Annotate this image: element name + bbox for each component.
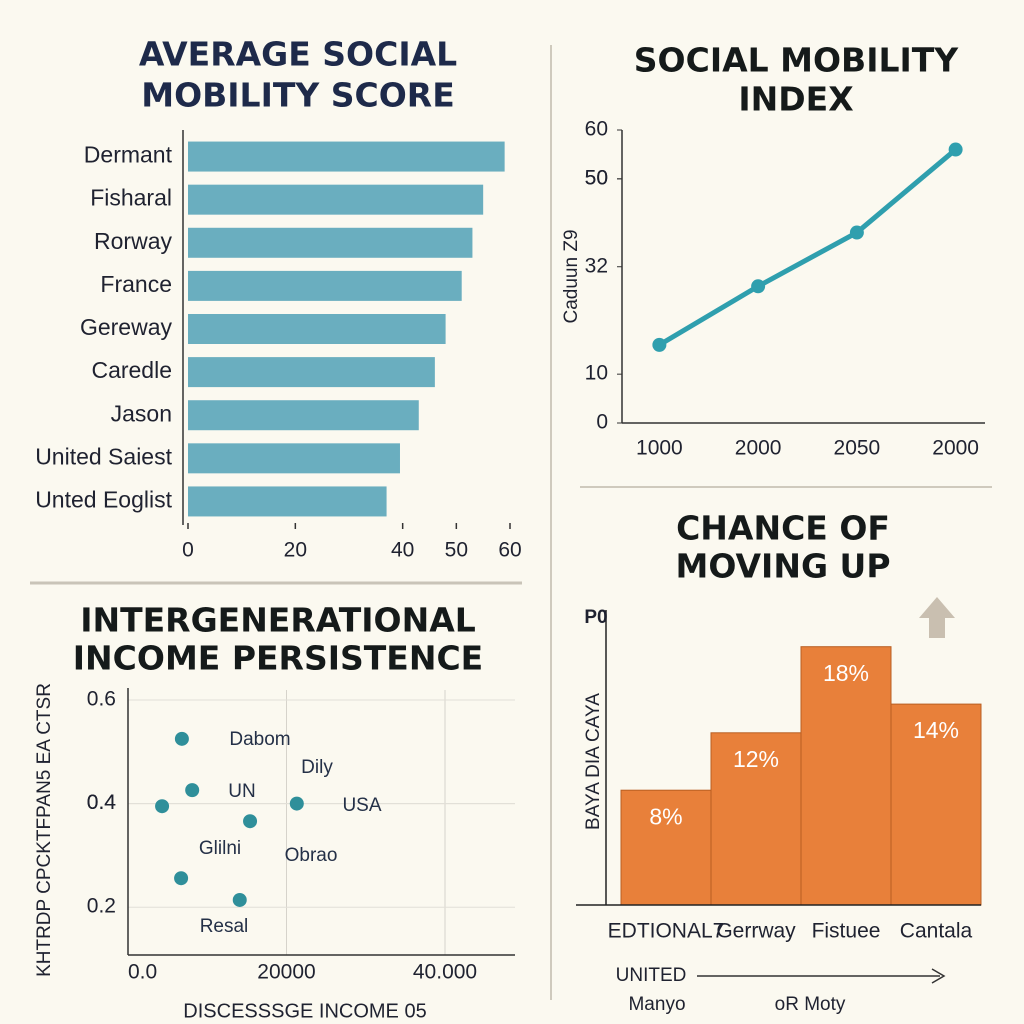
x-tick-label: 40.000	[413, 961, 477, 984]
x-tick-label: 50	[445, 539, 468, 562]
bar	[890, 703, 982, 906]
chart-title: AVERAGE SOCIAL	[139, 35, 457, 74]
y-top-label: P0	[584, 607, 607, 628]
chart-title: CHANCE OF	[676, 509, 890, 548]
category-label: Fistuee	[812, 920, 881, 943]
y-tick-label: 0.4	[87, 791, 117, 814]
y-axis-label: KHTRDP CPCKTFPAN5 EA CTSR	[34, 683, 55, 977]
annotation: UNITED	[616, 965, 687, 986]
y-tick-label: 0.2	[87, 895, 116, 918]
annotation: Glilni	[199, 838, 241, 859]
y-tick-label: 50	[585, 166, 608, 189]
chart-title: INDEX	[738, 80, 853, 119]
annotation: Resal	[200, 916, 249, 937]
bar	[710, 732, 802, 906]
y-tick-label: 0.4	[87, 791, 117, 814]
annotation: oR Moty	[775, 994, 846, 1015]
category-label: Fisharal	[90, 185, 172, 211]
point	[751, 279, 766, 294]
x-tick-label: 2000	[735, 437, 782, 460]
category-label: Gerrway	[716, 920, 796, 943]
bar	[188, 486, 387, 517]
category-label: Unted Eoglist	[35, 487, 172, 513]
line	[656, 147, 959, 348]
category-label: France	[100, 271, 172, 297]
y-axis-label: Caduun Z9	[561, 229, 582, 323]
category-label: Jason	[111, 400, 172, 426]
category-label: Dermant	[84, 142, 173, 168]
y-tick-label: 0	[596, 411, 608, 434]
chart-title: MOBILITY SCORE	[141, 76, 455, 115]
chart-title: INTERGENERATIONAL	[80, 601, 476, 640]
point	[174, 731, 189, 746]
x-tick-label: 60	[498, 539, 521, 562]
bar	[188, 357, 435, 388]
annotation: UN	[228, 781, 255, 802]
annotation: Dabom	[229, 729, 290, 750]
point	[174, 871, 189, 886]
bar	[188, 400, 419, 431]
chart-title: SOCIAL MOBILITY	[634, 41, 960, 80]
y-tick-label: 0.6	[87, 688, 116, 711]
arrow-head	[931, 968, 946, 984]
category-label: EDTIONAL7	[608, 920, 725, 943]
annotation: Dily	[301, 757, 333, 778]
y-tick-label: 32	[585, 254, 608, 277]
annotation: Obrao	[285, 845, 338, 866]
x-tick-label: 1000	[636, 437, 683, 460]
value-label: 8%	[649, 803, 682, 829]
x-tick-label: 40	[391, 539, 414, 562]
category-label: Rorway	[94, 228, 172, 254]
x-tick-label: 0	[182, 539, 194, 562]
x-axis-label: DISCESSSGE INCOME 05	[183, 1000, 426, 1022]
y-tick-label: 50	[585, 166, 608, 189]
bar	[188, 443, 400, 474]
bar	[188, 270, 462, 301]
value-label: 18%	[823, 660, 869, 686]
category-label: Cantala	[900, 920, 973, 943]
x-tick-label: 20	[284, 539, 307, 562]
x-tick-label: 2000	[932, 437, 979, 460]
bar	[188, 314, 446, 344]
point	[243, 814, 258, 829]
chart-title: MOVING UP	[676, 547, 891, 586]
point	[155, 799, 170, 814]
x-tick-label: 20000	[257, 961, 315, 984]
category-label: Gereway	[80, 314, 173, 340]
point	[185, 783, 200, 798]
bar	[188, 227, 473, 258]
annotation: Manyo	[628, 994, 685, 1015]
category-label: Caredle	[91, 357, 172, 383]
y-tick-label: 60	[585, 118, 608, 141]
point	[289, 796, 304, 811]
bar	[188, 184, 484, 215]
category-label: United Saiest	[35, 443, 172, 469]
point	[849, 225, 864, 240]
y-axis-label: BAYA DIA CAYA	[583, 693, 604, 830]
value-label: 14%	[913, 717, 959, 743]
up-arrow-icon	[919, 597, 955, 638]
x-tick-label: 2050	[834, 437, 881, 460]
value-label: 12%	[733, 746, 779, 772]
bar	[188, 141, 505, 172]
x-tick-label: 0.0	[128, 961, 157, 984]
annotation: USA	[342, 795, 381, 816]
chart-title: INCOME PERSISTENCE	[73, 639, 483, 678]
point	[948, 142, 963, 157]
point	[652, 337, 667, 352]
point	[232, 892, 247, 907]
y-tick-label: 10	[585, 362, 608, 385]
